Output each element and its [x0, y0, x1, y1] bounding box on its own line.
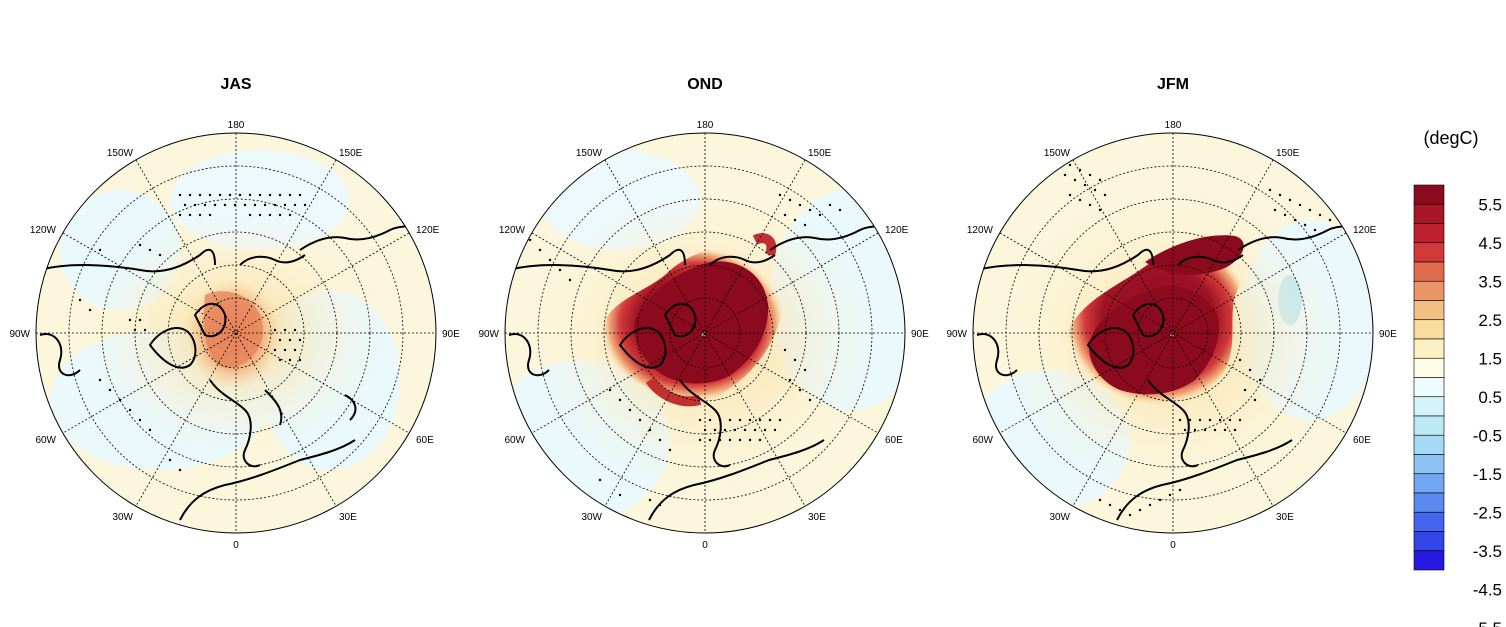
colorbar-swatch	[1413, 300, 1445, 321]
colorbar-swatch	[1413, 511, 1445, 532]
colorbar-tick-label: -3.5	[1473, 542, 1502, 561]
colorbar-swatch	[1413, 454, 1445, 475]
panel-title: JAS	[220, 76, 251, 93]
map-panel-jas: JAS	[9, 76, 460, 551]
lon-label-30w: 30W	[112, 512, 133, 523]
lon-label-150w: 150W	[576, 148, 603, 159]
lon-label-90e: 90E	[911, 329, 929, 340]
lon-label-60w: 60W	[504, 435, 525, 446]
colorbar-tick-label: -5.5	[1473, 619, 1502, 627]
colorbar-units: (degC)	[1423, 128, 1478, 148]
lon-label-120e: 120E	[885, 225, 909, 236]
lon-label-150w: 150W	[107, 148, 134, 159]
lon-label-180: 180	[228, 120, 245, 131]
colorbar-labels: 5.5 4.5 3.5 2.5 1.5 0.5 -0.5 -1.5 -2.5 -3.5 -4.5 -5…	[1473, 195, 1502, 627]
lon-label-90w: 90W	[946, 329, 967, 340]
colorbar-tick-label: 5.5	[1478, 195, 1502, 214]
lon-label-0: 0	[233, 540, 239, 551]
colorbar-swatch	[1413, 280, 1445, 301]
colorbar-tick-label: -0.5	[1473, 426, 1502, 445]
map-boundary	[35, 132, 437, 534]
svg-text:×: ×	[701, 330, 706, 339]
map-panel-jfm: JFM	[946, 76, 1397, 551]
lon-label-120w: 120W	[30, 225, 57, 236]
colorbar-swatches	[1413, 184, 1445, 571]
colorbar-swatch	[1413, 415, 1445, 436]
graticule	[36, 133, 436, 533]
colorbar-swatch	[1413, 434, 1445, 455]
map-boundary	[972, 132, 1374, 534]
lon-label-30e: 30E	[339, 512, 357, 523]
panel-title: JFM	[1157, 76, 1189, 93]
lon-label-30e: 30E	[1276, 512, 1294, 523]
lon-label-150e: 150E	[339, 148, 363, 159]
lon-label-150e: 150E	[808, 148, 832, 159]
graticule	[505, 133, 905, 533]
lon-label-30w: 30W	[1049, 512, 1070, 523]
colorbar-tick-label: 2.5	[1478, 311, 1502, 330]
lon-label-0: 0	[1170, 540, 1176, 551]
lon-label-60e: 60E	[416, 435, 434, 446]
colorbar-swatch	[1413, 531, 1445, 552]
lon-label-60e: 60E	[1353, 435, 1371, 446]
colorbar-swatch	[1413, 184, 1445, 205]
colorbar: (degC) 5.5 4.5 3.5 2.5 1.5 0.5 -0.5 -1.5 -2.5 -3.…	[1413, 128, 1502, 627]
lon-label-30w: 30W	[581, 512, 602, 523]
lon-label-90w: 90W	[9, 329, 30, 340]
lon-label-30e: 30E	[808, 512, 826, 523]
colorbar-swatch	[1413, 396, 1445, 417]
graticule	[973, 133, 1373, 533]
lon-label-120w: 120W	[967, 225, 994, 236]
map-panel-ond: OND	[478, 76, 929, 551]
lon-label-60e: 60E	[885, 435, 903, 446]
colorbar-swatch	[1413, 550, 1445, 571]
lon-label-90w: 90W	[478, 329, 499, 340]
colorbar-tick-label: 3.5	[1478, 272, 1502, 291]
colorbar-swatch	[1413, 357, 1445, 378]
colorbar-tick-label: -4.5	[1473, 580, 1502, 599]
colorbar-swatch	[1413, 261, 1445, 282]
lon-label-90e: 90E	[442, 329, 460, 340]
longitude-labels: 180 150E 120E 90E 60E 30E 0 30W 60W 90W …	[9, 120, 460, 551]
colorbar-swatch	[1413, 473, 1445, 494]
colorbar-tick-label: 1.5	[1478, 349, 1502, 368]
lon-label-150e: 150E	[1276, 148, 1300, 159]
colorbar-swatch	[1413, 377, 1445, 398]
lon-label-0: 0	[702, 540, 708, 551]
lon-label-120e: 120E	[1353, 225, 1377, 236]
map-boundary	[504, 132, 906, 534]
lon-label-150w: 150W	[1044, 148, 1071, 159]
colorbar-swatch	[1413, 223, 1445, 244]
panel-title: OND	[687, 76, 723, 93]
colorbar-swatch	[1413, 338, 1445, 359]
longitude-labels: 180 150E 120E 90E 60E 30E 0 30W 60W 90W …	[946, 120, 1397, 551]
lon-label-90e: 90E	[1379, 329, 1397, 340]
lon-label-120e: 120E	[416, 225, 440, 236]
longitude-labels: 180 150E 120E 90E 60E 30E 0 30W 60W 90W …	[478, 120, 929, 551]
colorbar-swatch	[1413, 203, 1445, 224]
colorbar-swatch	[1413, 242, 1445, 263]
lon-label-60w: 60W	[35, 435, 56, 446]
colorbar-tick-label: 4.5	[1478, 234, 1502, 253]
colorbar-swatch	[1413, 492, 1445, 513]
colorbar-tick-label: -1.5	[1473, 465, 1502, 484]
lon-label-60w: 60W	[972, 435, 993, 446]
colorbar-swatch	[1413, 319, 1445, 340]
colorbar-tick-label: 0.5	[1478, 388, 1502, 407]
lon-label-180: 180	[1165, 120, 1182, 131]
lon-label-180: 180	[697, 120, 714, 131]
lon-label-120w: 120W	[499, 225, 526, 236]
colorbar-tick-label: -2.5	[1473, 503, 1502, 522]
